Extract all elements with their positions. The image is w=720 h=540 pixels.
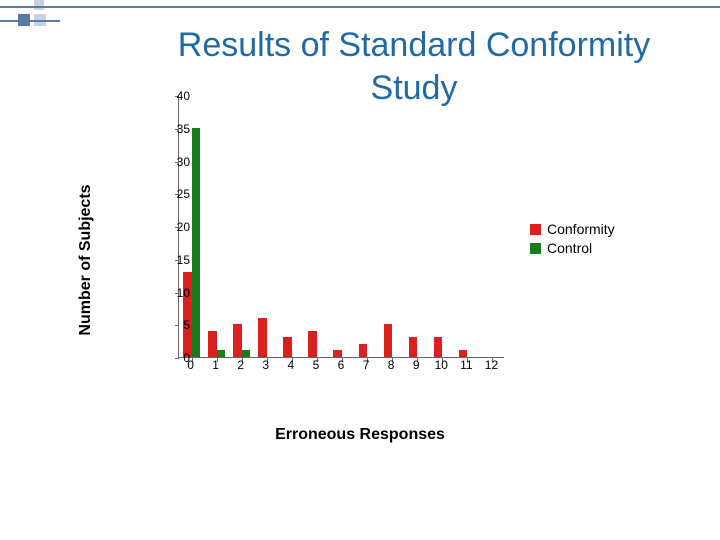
decoration-line — [0, 20, 60, 22]
bar-control — [192, 128, 201, 357]
y-tick-label: 10 — [177, 286, 190, 300]
x-tick-label: 9 — [413, 358, 420, 372]
legend-label: Conformity — [547, 221, 615, 237]
x-tick-label: 10 — [435, 358, 448, 372]
bar-conformity — [359, 344, 368, 357]
x-tick-label: 11 — [460, 358, 472, 372]
bar-conformity — [308, 331, 317, 357]
x-tick-label: 2 — [237, 358, 244, 372]
x-tick-label: 8 — [388, 358, 395, 372]
chart-container: 05101520253035400123456789101112 — [128, 86, 520, 394]
y-tick-label: 35 — [177, 122, 190, 136]
legend: Conformity Control — [530, 218, 615, 259]
y-tick-label: 25 — [177, 187, 190, 201]
bar-conformity — [283, 337, 292, 357]
bar-control — [242, 350, 251, 357]
bar-control — [217, 350, 226, 357]
decoration-square — [34, 14, 46, 26]
y-tick-label: 20 — [177, 220, 190, 234]
bar-conformity — [384, 324, 393, 357]
bar-conformity — [233, 324, 242, 357]
bar-conformity — [208, 331, 217, 357]
bar-conformity — [434, 337, 443, 357]
legend-label: Control — [547, 240, 592, 256]
legend-swatch — [530, 224, 541, 235]
y-tick-label: 30 — [177, 155, 190, 169]
legend-swatch — [530, 243, 541, 254]
y-axis-label: Number of Subjects — [77, 184, 95, 335]
x-axis-label: Erroneous Responses — [210, 426, 510, 444]
y-tick-mark — [175, 325, 179, 326]
bar-conformity — [459, 350, 468, 357]
legend-item: Conformity — [530, 221, 615, 237]
decoration-square — [34, 0, 44, 10]
x-tick-label: 7 — [363, 358, 370, 372]
x-tick-label: 3 — [262, 358, 269, 372]
legend-item: Control — [530, 240, 615, 256]
x-tick-label: 1 — [212, 358, 219, 372]
y-tick-label: 15 — [177, 253, 190, 267]
bar-conformity — [333, 350, 342, 357]
x-tick-label: 4 — [288, 358, 295, 372]
decoration-square — [18, 14, 30, 26]
y-tick-label: 5 — [183, 318, 190, 332]
x-tick-label: 5 — [313, 358, 320, 372]
y-tick-mark — [175, 358, 179, 359]
x-tick-label: 12 — [485, 358, 498, 372]
bar-conformity — [258, 318, 267, 357]
plot-area — [178, 96, 504, 358]
x-tick-label: 6 — [338, 358, 345, 372]
y-tick-label: 40 — [177, 89, 190, 103]
bar-conformity — [409, 337, 418, 357]
decoration-line — [0, 6, 720, 8]
x-tick-label: 0 — [187, 358, 194, 372]
